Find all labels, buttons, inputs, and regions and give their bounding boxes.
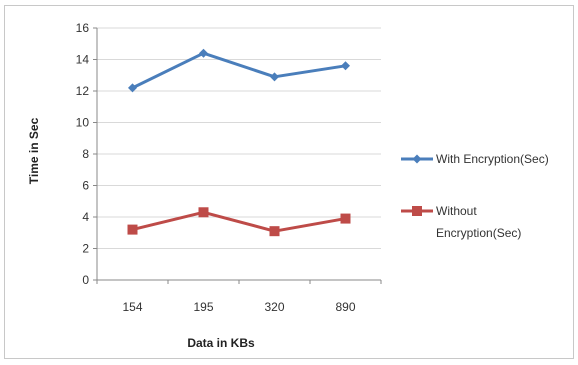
data-point-without-encryption [198,207,209,218]
x-tick-label: 890 [335,300,355,314]
data-point-with-encryption [199,48,208,58]
x-tick-label: 154 [122,300,142,314]
y-tick-label: 6 [82,179,89,193]
series-without-encryption [127,207,351,237]
x-tick-labels: 154 195 320 890 [122,300,355,314]
y-tick-label: 0 [82,273,89,287]
y-tick-label: 8 [82,147,89,161]
data-point-with-encryption [128,83,137,93]
data-point-without-encryption [269,226,280,237]
y-tick-label: 10 [76,116,90,130]
series-line-without-encryption [132,210,346,233]
y-tick-label: 16 [76,21,90,35]
data-point-with-encryption [341,61,350,71]
legend-label: Without [436,204,477,218]
legend-item-without-encryption: Without Encryption(Sec) [401,204,521,240]
y-tick-label: 2 [82,242,89,256]
legend-label: With Encryption(Sec) [436,152,549,166]
data-point-without-encryption [340,213,351,224]
axes [93,27,382,284]
legend-item-with-encryption: With Encryption(Sec) [401,152,549,166]
line-chart: 0 2 4 6 8 10 12 14 16 154 195 320 890 Data in KBs T… [27,21,549,350]
y-tick-label: 14 [76,53,90,67]
y-tick-label: 12 [76,84,90,98]
legend-marker-with-encryption [412,154,422,164]
chart-frame: 0 2 4 6 8 10 12 14 16 154 195 320 890 Data in KBs T… [4,5,574,359]
y-axis-title: Time in Sec [27,117,41,184]
x-tick-label: 195 [193,300,213,314]
series [127,48,351,237]
y-tick-label: 4 [82,210,89,224]
y-tick-labels: 0 2 4 6 8 10 12 14 16 [76,21,90,287]
data-point-with-encryption [270,72,279,82]
data-point-without-encryption [127,224,138,235]
series-with-encryption [128,48,350,93]
legend-label: Encryption(Sec) [436,226,521,240]
gridlines [97,27,381,281]
x-tick-label: 320 [264,300,284,314]
series-line-with-encryption [131,51,346,90]
legend: With Encryption(Sec) Without Encryption(Se… [401,152,549,240]
x-axis-title: Data in KBs [187,336,255,350]
legend-marker-without-encryption [412,206,422,216]
